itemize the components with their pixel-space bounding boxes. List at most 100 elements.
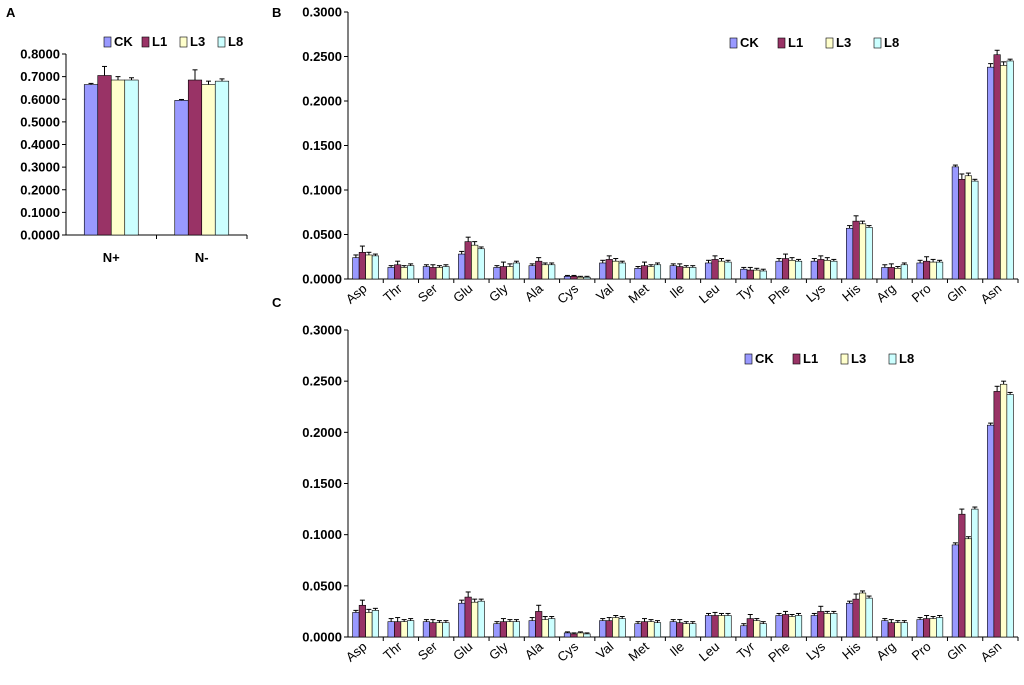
panel-c-bar-ck-asp (352, 612, 360, 638)
panel-a-bar-ck-np (83, 84, 99, 236)
panel-a-bar-ck-np (174, 100, 189, 236)
panel-b-bar-l8-glu (477, 248, 485, 280)
panel-b-bar-ck-lys (810, 260, 818, 280)
panel-b-x-tick-label: Gly (486, 280, 511, 304)
panel-c-bar-ck-ser (422, 621, 430, 638)
panel-b-bar-l1-asp (358, 252, 366, 280)
panel-b-bar-l1-ser (429, 267, 437, 280)
panel-c-bar-l3-gly (506, 621, 514, 638)
panel-b-bar-ck-asn (987, 66, 995, 280)
panel-b-bar-ck-pro (916, 262, 924, 280)
panel-b-bar-l1-phe (781, 258, 790, 280)
panel-b-bar-l1-ile (676, 266, 684, 280)
panel-c-bar-ck-pro (916, 619, 924, 638)
panel-a-y-tick-label: 0.4000 (20, 137, 60, 152)
panel-b-bar-ck-gly (493, 267, 501, 280)
panel-c-bar-l8-met (653, 622, 662, 638)
panel-b-bar-l1-gln (958, 179, 966, 280)
chart-panel-c: 0.0000 0.0500 0.1000 0.1500 0.2000 0.2500 0.30… (302, 323, 1019, 665)
panel-b-legend-swatch-l1 (777, 37, 786, 49)
panel-c-bar-l1-asn (993, 391, 1001, 638)
panel-c-bar-l8-pro (936, 617, 944, 638)
panel-c-x-tick-label: Tyr (734, 638, 758, 662)
panel-c-x-tick-label: Met (625, 639, 652, 665)
panel-b-x-tick-label: Gln (944, 281, 969, 305)
panel-a-legend-label-l3: L3 (190, 34, 205, 49)
panel-a-bar-l1-np (97, 75, 112, 236)
panel-c-bar-l1-asp (358, 604, 366, 638)
panel-b-bar-ck-cys (563, 276, 572, 280)
panel-b-x-tick-label: Tyr (734, 280, 758, 304)
panel-c-legend-label-l3: L3 (851, 351, 866, 366)
panel-c-bar-l8-cys (583, 633, 591, 638)
panel-b-bar-l1-his (852, 220, 860, 280)
panel-b-bar-l3-pro (929, 261, 937, 280)
panel-c-bar-l3-asp (365, 612, 373, 638)
panel-b-bar-l3-lys (823, 260, 831, 280)
panel-b-bar-l8-thr (407, 265, 415, 280)
panel-b-bar-l3-ile (682, 267, 690, 280)
panel-b-bar-l8-arg (900, 264, 908, 280)
panel-c-bar-l8-ser (442, 622, 450, 638)
panel-c-bar-l3-his (859, 592, 867, 638)
panel-c-bar-l1-ile (676, 622, 684, 638)
panel-b-bar-ck-tyr (740, 268, 748, 280)
panel-c-x-tick-label: Arg (873, 639, 898, 663)
panel-c-x-tick-label: Asn (977, 639, 1004, 665)
panel-c-bar-l3-glu (471, 601, 479, 638)
panel-c-y-tick-label: 0.0000 (302, 630, 342, 645)
panel-c-bar-l8-thr (407, 620, 415, 638)
panel-c-bar-l8-leu (724, 615, 732, 638)
panel-b-label: B (272, 5, 281, 20)
panel-b-x-tick-label: Ile (667, 281, 687, 301)
panel-b-bar-ck-ser (422, 266, 430, 280)
panel-b-x-tick-label: Cys (554, 280, 581, 306)
panel-b-bar-ck-asp (352, 257, 360, 280)
panel-b-bar-l8-ser (442, 266, 450, 280)
panel-c-y-tick-label: 0.2000 (302, 425, 342, 440)
panel-c-bar-l3-asn (1000, 383, 1008, 638)
panel-c-bar-ck-met (634, 623, 642, 638)
panel-c-bar-ck-asn (987, 424, 995, 638)
panel-c-x-tick-label: Cys (554, 638, 581, 664)
panel-c-bar-l3-ala (541, 619, 549, 638)
panel-c-bar-ck-cys (563, 632, 572, 638)
panel-a-bar-l1-np (187, 79, 203, 236)
panel-b-bar-ck-gln (951, 166, 959, 280)
panel-c-bar-ck-his (846, 602, 854, 638)
panel-b-y-tick-label: 0.1000 (302, 183, 342, 198)
panel-c-legend-label-l8: L8 (899, 351, 914, 366)
panel-c-y-tick-label: 0.0500 (302, 578, 342, 593)
panel-b-bar-l3-cys (576, 276, 585, 280)
panel-c-bar-l1-gly (499, 621, 507, 638)
panel-c-x-tick-label: Lys (803, 638, 828, 663)
panel-c-bar-ck-tyr (740, 625, 748, 638)
panel-b-bar-l1-asn (993, 54, 1001, 280)
panel-a-legend-label-ck: CK (114, 34, 133, 49)
panel-b-bar-ck-leu (704, 262, 713, 280)
panel-c-bar-ck-ile (669, 621, 677, 638)
panel-c-bar-l3-cys (576, 632, 585, 638)
panel-c-y-tick-label: 0.1000 (302, 527, 342, 542)
panel-b-x-tick-label: Ser (415, 280, 441, 305)
panel-c-bar-l3-ser (435, 622, 443, 638)
panel-c-x-tick-label: Val (593, 639, 616, 662)
panel-b-legend-label-l1: L1 (788, 35, 803, 50)
panel-c-bar-ck-gln (951, 544, 959, 638)
panel-a-y-tick-label: 0.2000 (20, 182, 60, 197)
panel-a-y-tick-label: 0.1000 (20, 205, 60, 220)
panel-c-bar-l1-pro (923, 618, 931, 638)
panel-c-bar-ck-thr (387, 621, 395, 638)
panel-b-bar-l1-cys (570, 276, 578, 280)
panel-c-x-tick-label: Gly (486, 638, 511, 662)
panel-b-bar-l3-arg (894, 268, 902, 280)
panel-c-x-tick-label: Ala (522, 638, 547, 662)
panel-c-bar-l8-glu (477, 600, 485, 638)
panel-c-bar-l3-lys (823, 613, 831, 638)
panel-b-legend-label-l8: L8 (884, 35, 899, 50)
panel-c-bar-ck-val (599, 620, 607, 638)
panel-a-y-tick-label: 0.5000 (20, 114, 60, 129)
panel-b-bar-l3-thr (400, 267, 408, 280)
panel-b-bar-l1-thr (394, 264, 402, 280)
panel-b-bar-l3-gln (964, 175, 972, 280)
